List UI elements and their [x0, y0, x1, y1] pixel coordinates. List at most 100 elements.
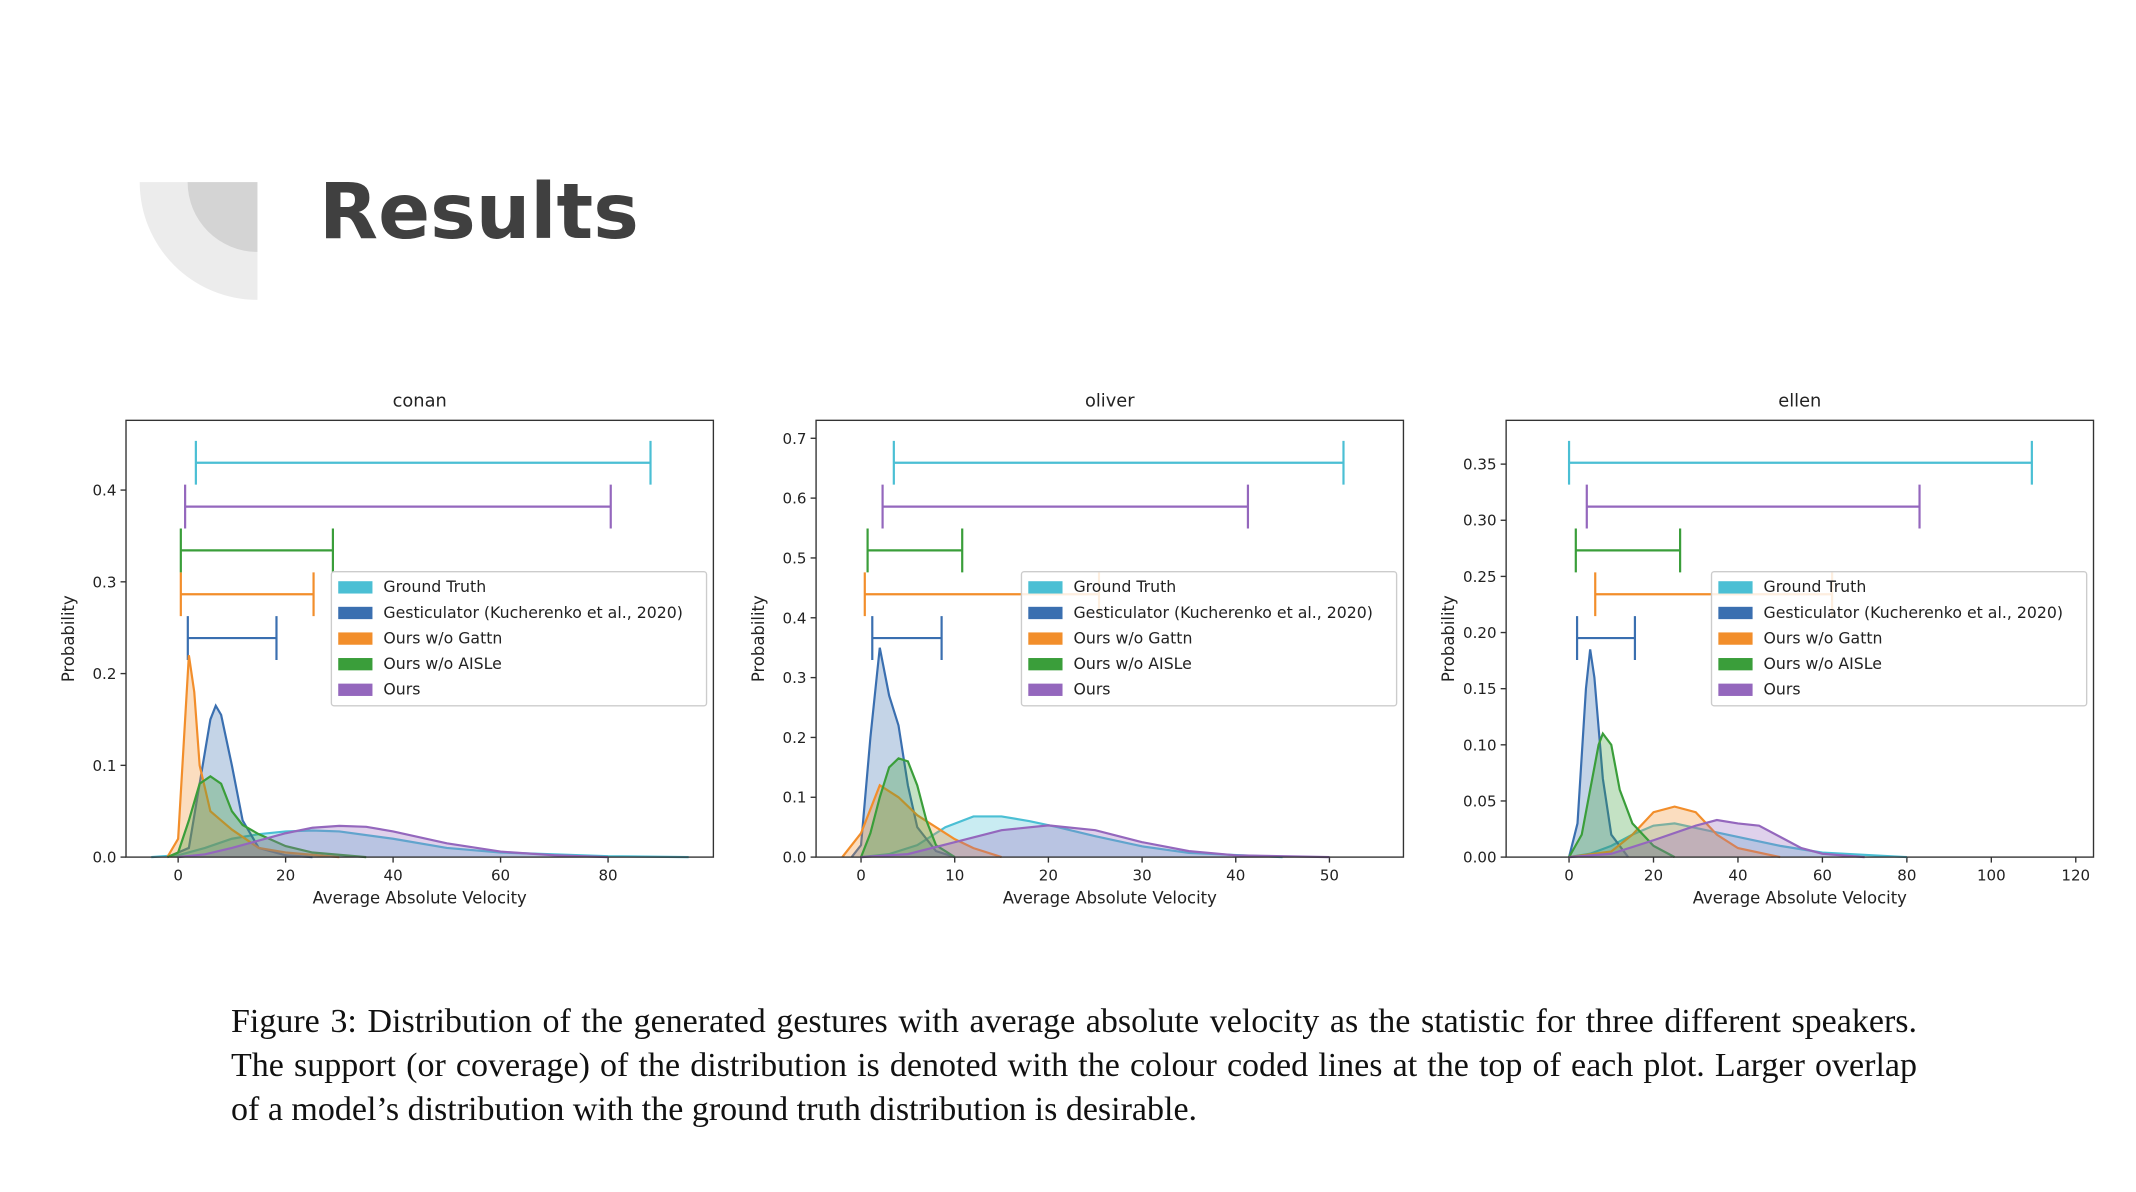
y-tick-label: 0.3 — [92, 573, 116, 591]
x-tick-label: 100 — [1977, 866, 2006, 884]
y-tick-label: 0.0 — [92, 849, 116, 867]
y-tick-label: 0.00 — [1463, 849, 1497, 867]
density-area — [167, 776, 367, 858]
chart-title: oliver — [1085, 391, 1135, 412]
y-tick-label: 0.0 — [783, 849, 807, 867]
legend-swatch — [1028, 581, 1063, 594]
legend-label: Ours — [383, 680, 420, 699]
y-tick-label: 0.2 — [783, 729, 807, 747]
legend-label: Ours w/o Gattn — [1764, 628, 1883, 647]
density-line — [166, 775, 367, 859]
legend-swatch — [1718, 658, 1753, 671]
x-axis-label: Average Absolute Velocity — [313, 889, 527, 908]
legend-swatch — [338, 683, 373, 696]
legend-swatch — [338, 658, 373, 671]
x-tick-label: 20 — [1644, 866, 1663, 884]
x-tick-label: 80 — [1897, 866, 1916, 884]
legend-swatch — [1028, 658, 1063, 671]
x-axis-label: Average Absolute Velocity — [1693, 889, 1907, 908]
legend-box — [330, 570, 708, 707]
support-range — [186, 616, 278, 660]
x-axis-label: Average Absolute Velocity — [1003, 889, 1217, 908]
legend-label: Gesticulator (Kucherenko et al., 2020) — [1073, 603, 1372, 622]
x-tick-label: 40 — [1226, 866, 1245, 884]
density-line — [860, 815, 1283, 859]
figure-caption: Figure 3: Distribution of the generated … — [231, 1003, 1917, 1128]
y-axis-label: Probability — [749, 595, 768, 682]
y-tick-label: 0.3 — [783, 669, 807, 687]
x-tick-label: 60 — [491, 866, 510, 884]
y-tick-label: 0.1 — [92, 757, 116, 775]
legend-label: Ours w/o Gattn — [383, 628, 502, 647]
x-tick-label: 30 — [1133, 866, 1152, 884]
y-tick-label: 0.35 — [1463, 456, 1497, 474]
x-tick-label: 10 — [945, 866, 964, 884]
y-tick-label: 0.20 — [1463, 624, 1497, 642]
legend-swatch — [338, 581, 373, 594]
y-tick-label: 0.25 — [1463, 568, 1497, 586]
x-tick-label: 40 — [384, 866, 403, 884]
support-range — [1567, 440, 2033, 485]
legend-swatch — [1718, 632, 1753, 645]
support-range — [184, 484, 612, 529]
density-area — [1569, 820, 1865, 858]
x-tick-label: 40 — [1728, 866, 1747, 884]
legend-box — [1020, 570, 1398, 707]
density-line — [841, 783, 1002, 859]
y-tick-label: 0.7 — [783, 430, 807, 448]
legend-swatch — [338, 632, 373, 645]
y-tick-label: 0.05 — [1463, 792, 1497, 810]
y-tick-label: 0.6 — [783, 490, 807, 508]
legend-label: Ours — [1073, 680, 1110, 699]
support-range — [892, 440, 1345, 485]
x-tick-label: 0 — [173, 866, 183, 884]
legend-swatch — [1028, 683, 1063, 696]
legend-label: Gesticulator (Kucherenko et al., 2020) — [383, 603, 682, 622]
legend-swatch — [1028, 632, 1063, 645]
density-area — [1569, 823, 1907, 858]
density-line — [178, 824, 609, 859]
legend-label: Ground Truth — [383, 577, 486, 596]
legend-label: Ours — [1764, 680, 1801, 699]
y-tick-label: 0.30 — [1463, 512, 1497, 530]
density-area — [167, 655, 340, 858]
x-tick-label: 60 — [1813, 866, 1832, 884]
slide-title: Results — [319, 168, 639, 257]
support-range — [866, 528, 964, 573]
legend-box — [1710, 570, 2088, 707]
density-line — [166, 655, 340, 859]
density-area — [167, 705, 313, 858]
y-tick-label: 0.4 — [92, 482, 116, 500]
x-tick-label: 120 — [2061, 866, 2090, 884]
y-axis-label: Probability — [59, 595, 78, 682]
support-range — [1585, 484, 1921, 529]
y-tick-label: 0.15 — [1463, 680, 1497, 698]
density-line — [1568, 822, 1907, 859]
density-line — [1568, 818, 1865, 859]
support-range — [1574, 528, 1682, 573]
density-line — [1568, 731, 1676, 859]
y-tick-label: 0.10 — [1463, 736, 1497, 754]
y-tick-label: 0.2 — [92, 665, 116, 683]
legend-swatch — [338, 606, 373, 620]
x-tick-label: 0 — [856, 866, 866, 884]
density-line — [1567, 649, 1630, 858]
support-range — [179, 528, 335, 573]
x-tick-label: 20 — [276, 866, 295, 884]
legend-label: Ours w/o Gattn — [1073, 628, 1192, 647]
legend-label: Ours w/o AISLe — [1764, 654, 1882, 673]
decor-arc-inner — [187, 182, 258, 252]
plot-frame — [125, 419, 715, 858]
y-axis-label: Probability — [1439, 595, 1458, 682]
x-tick-label: 20 — [1039, 866, 1058, 884]
legend-label: Ours w/o AISLe — [1073, 654, 1191, 673]
x-tick-label: 80 — [598, 866, 617, 884]
density-area — [842, 785, 1002, 858]
x-tick-label: 0 — [1564, 866, 1574, 884]
y-tick-label: 0.4 — [783, 609, 807, 627]
chart-title: conan — [393, 391, 447, 412]
density-line — [860, 824, 1330, 859]
legend-swatch — [1718, 606, 1753, 620]
